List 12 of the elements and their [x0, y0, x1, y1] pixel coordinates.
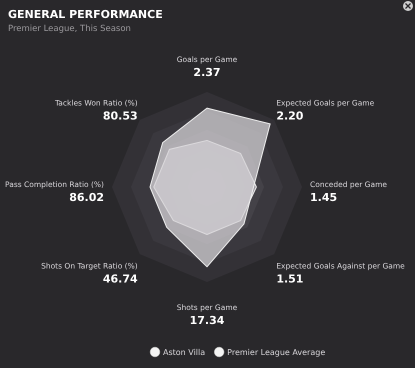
text: 1.51: [276, 272, 304, 286]
text: 46.74: [102, 272, 138, 286]
text: 2.20: [276, 110, 304, 123]
text: Aston Villa: [163, 348, 206, 357]
text: 80.53: [102, 110, 138, 123]
text: 2.37: [193, 66, 221, 79]
chart-title: GENERAL PERFORMANCE: [8, 8, 163, 21]
text: 1.45: [310, 191, 338, 204]
text: 17.34: [190, 314, 225, 327]
text: 86.02: [69, 191, 104, 204]
text: Premier League Average: [227, 348, 326, 357]
chart-subtitle: Premier League, This Season: [8, 24, 131, 34]
